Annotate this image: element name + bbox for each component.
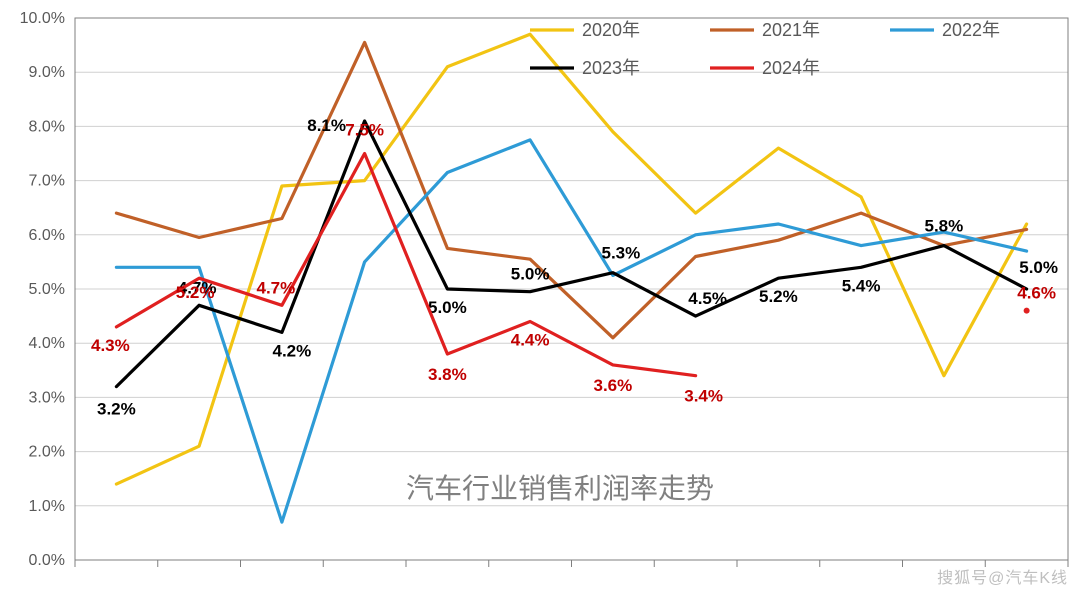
data-label: 5.0% [428, 298, 467, 317]
data-label: 4.4% [511, 331, 550, 350]
data-label: 3.4% [684, 387, 723, 406]
chart-bg [0, 0, 1080, 594]
y-tick-label: 8.0% [29, 118, 65, 135]
y-tick-label: 10.0% [20, 10, 65, 27]
y-tick-label: 7.0% [29, 173, 65, 190]
data-label: 4.5% [688, 289, 727, 308]
data-label: 4.6% [1017, 284, 1056, 303]
profit-margin-line-chart: 0.0% 1.0% 2.0% 3.0% 4.0% 5.0% 6.0% 7.0% 8.0% 9.0%… [0, 0, 1080, 594]
data-label: 3.8% [428, 365, 467, 384]
y-tick-label: 0.0% [29, 552, 65, 569]
data-label: 4.7% [257, 278, 296, 297]
data-label: 8.1% [307, 116, 346, 135]
data-label: 7.5% [345, 121, 384, 140]
y-tick-label: 9.0% [29, 64, 65, 81]
data-label: 5.2% [759, 287, 798, 306]
data-label: 4.3% [91, 336, 130, 355]
y-tick-label: 5.0% [29, 281, 65, 298]
data-label: 4.2% [273, 341, 312, 360]
legend-label: 2022年 [942, 20, 1000, 40]
legend-label: 2023年 [582, 58, 640, 78]
y-tick-label: 4.0% [29, 335, 65, 352]
data-label: 5.0% [1019, 258, 1058, 277]
data-label: 5.3% [602, 244, 641, 263]
legend-label: 2020年 [582, 20, 640, 40]
data-label: 5.0% [511, 265, 550, 284]
y-tick-label: 2.0% [29, 444, 65, 461]
data-label: 3.6% [594, 376, 633, 395]
y-tick-label: 3.0% [29, 389, 65, 406]
data-label: 5.2% [176, 283, 215, 302]
series-point [1024, 308, 1030, 314]
data-label: 5.4% [842, 276, 881, 295]
chart-title: 汽车行业销售利润率走势 [406, 473, 714, 504]
data-label: 3.2% [97, 400, 136, 419]
y-tick-label: 6.0% [29, 227, 65, 244]
legend-label: 2024年 [762, 58, 820, 78]
data-label: 5.8% [925, 217, 964, 236]
y-tick-label: 1.0% [29, 498, 65, 515]
legend-label: 2021年 [762, 20, 820, 40]
